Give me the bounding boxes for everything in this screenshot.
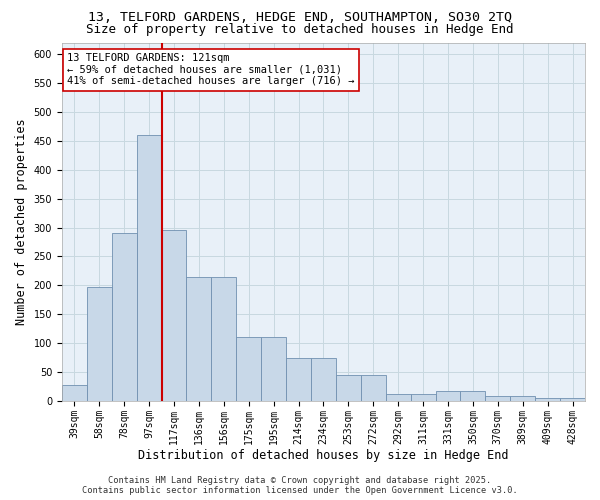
Bar [410, 394, 436, 401]
Text: 13, TELFORD GARDENS, HEDGE END, SOUTHAMPTON, SO30 2TQ: 13, TELFORD GARDENS, HEDGE END, SOUTHAMP… [88, 11, 512, 24]
Bar [535, 398, 560, 401]
Bar [286, 358, 311, 401]
Bar [161, 230, 187, 401]
Bar [510, 396, 535, 401]
Bar [460, 390, 485, 401]
Bar [336, 375, 361, 401]
Bar [211, 276, 236, 401]
Bar [311, 358, 336, 401]
Bar [112, 234, 137, 401]
Bar [261, 338, 286, 401]
Bar [436, 390, 460, 401]
Bar [62, 385, 87, 401]
Bar [485, 396, 510, 401]
Text: 13 TELFORD GARDENS: 121sqm
← 59% of detached houses are smaller (1,031)
41% of s: 13 TELFORD GARDENS: 121sqm ← 59% of deta… [67, 54, 355, 86]
Bar [361, 375, 386, 401]
Y-axis label: Number of detached properties: Number of detached properties [15, 118, 28, 325]
X-axis label: Distribution of detached houses by size in Hedge End: Distribution of detached houses by size … [138, 450, 509, 462]
Bar [187, 276, 211, 401]
Bar [560, 398, 585, 401]
Bar [386, 394, 410, 401]
Bar [137, 135, 161, 401]
Text: Size of property relative to detached houses in Hedge End: Size of property relative to detached ho… [86, 22, 514, 36]
Text: Contains HM Land Registry data © Crown copyright and database right 2025.
Contai: Contains HM Land Registry data © Crown c… [82, 476, 518, 495]
Bar [236, 338, 261, 401]
Bar [87, 287, 112, 401]
